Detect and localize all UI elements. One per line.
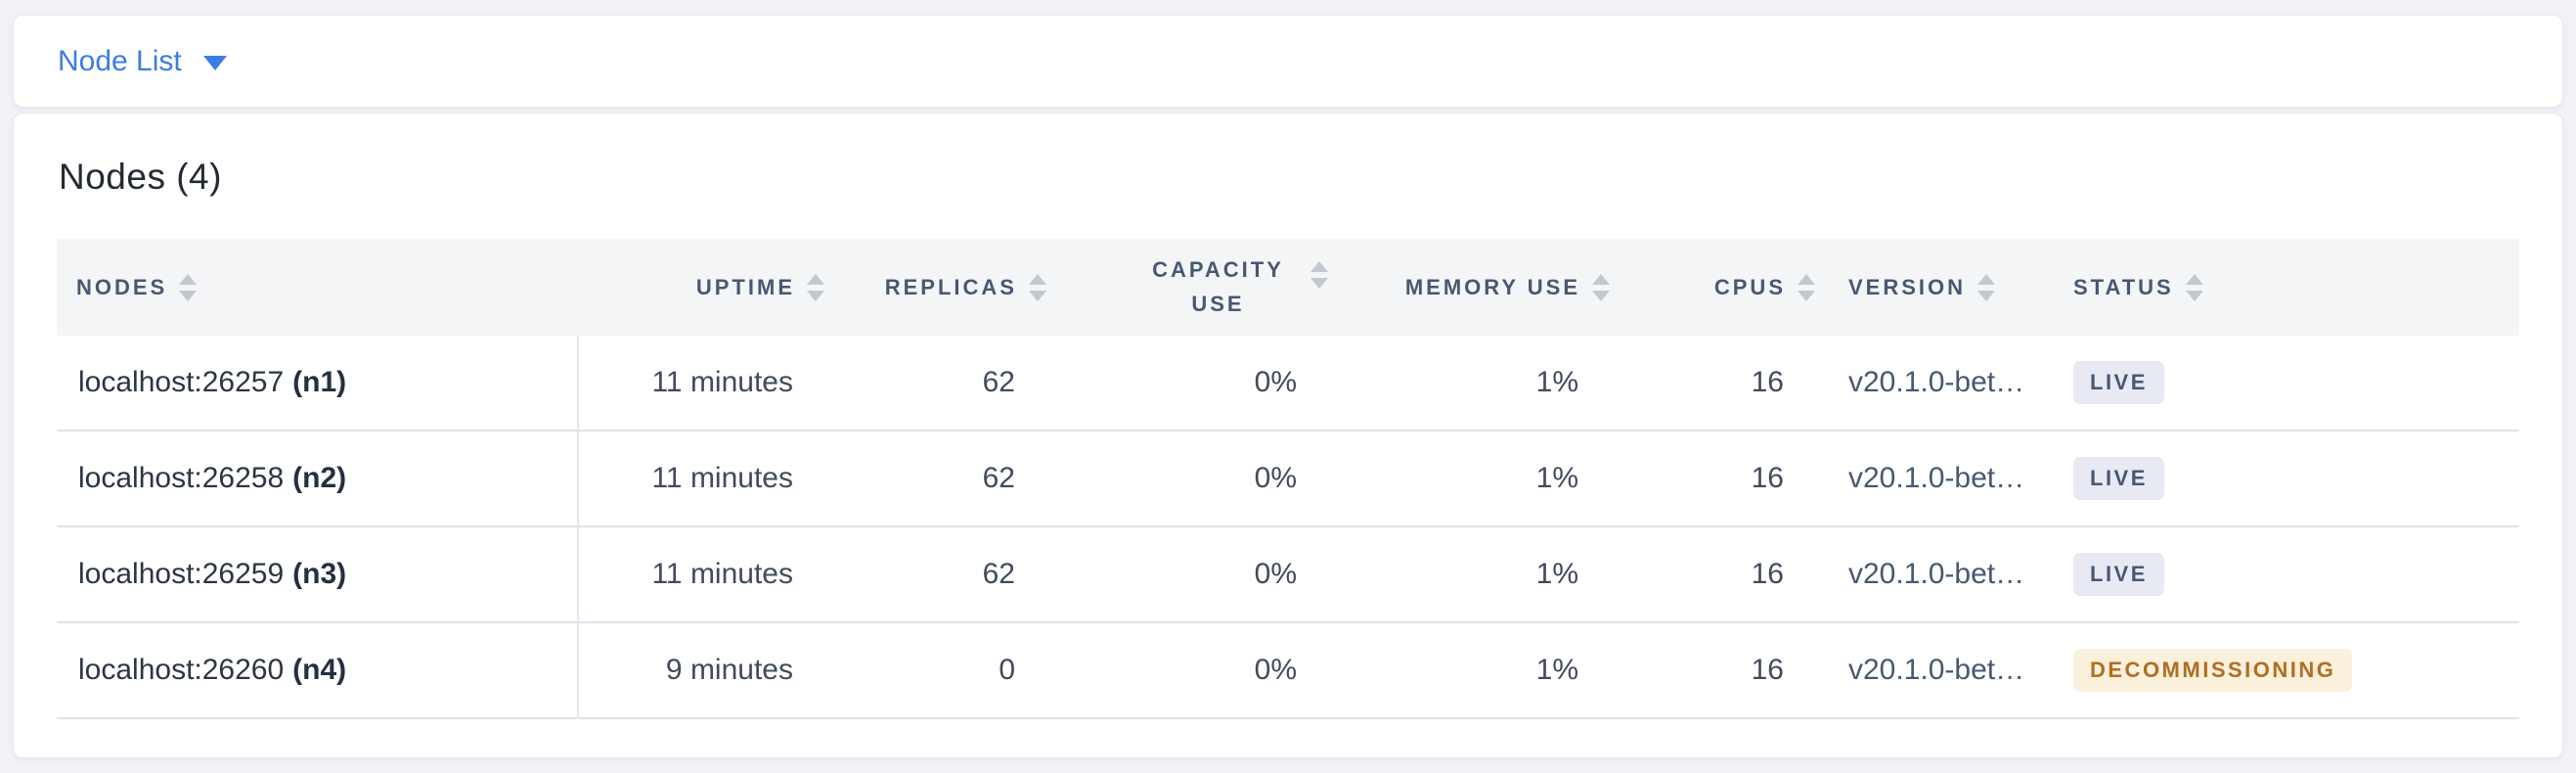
table-row[interactable]: localhost:26258 (n2) 11 minutes 62 0% 1% … bbox=[57, 432, 2519, 527]
memory-use-cell: 1% bbox=[1330, 527, 1612, 623]
node-cell: localhost:26260 (n4) bbox=[57, 623, 579, 719]
capacity-use-cell: 0% bbox=[1048, 623, 1330, 719]
node-cell: localhost:26258 (n2) bbox=[57, 432, 579, 527]
node-address: localhost:26260 bbox=[78, 654, 285, 686]
version-cell: v20.1.0-bet… bbox=[1817, 623, 2039, 719]
column-header-nodes[interactable]: NODES bbox=[57, 239, 579, 336]
status-badge: LIVE bbox=[2073, 552, 2164, 597]
column-header-label: STATUS bbox=[2073, 274, 2174, 299]
sort-icon[interactable] bbox=[1592, 273, 1610, 301]
table-row[interactable]: localhost:26257 (n1) 11 minutes 62 0% 1% … bbox=[57, 336, 2519, 432]
status-cell: LIVE bbox=[2039, 432, 2519, 527]
node-id: (n2) bbox=[292, 462, 347, 494]
column-header-label: REPLICAS bbox=[884, 274, 1017, 299]
uptime-cell: 9 minutes bbox=[579, 623, 826, 719]
nodes-card-title: Nodes (4) bbox=[59, 157, 222, 197]
cpus-cell: 16 bbox=[1612, 623, 1817, 719]
cpus-cell: 16 bbox=[1612, 432, 1817, 527]
node-id: (n1) bbox=[292, 366, 347, 398]
replicas-cell: 62 bbox=[826, 527, 1048, 623]
capacity-use-cell: 0% bbox=[1048, 336, 1330, 432]
status-cell: LIVE bbox=[2039, 527, 2519, 623]
nodes-card: Nodes (4) NODES UPTIME REPLICAS bbox=[13, 113, 2563, 758]
capacity-use-cell: 0% bbox=[1048, 527, 1330, 623]
table-row[interactable]: localhost:26259 (n3) 11 minutes 62 0% 1% … bbox=[57, 527, 2519, 623]
version-cell: v20.1.0-bet… bbox=[1817, 527, 2039, 623]
memory-use-cell: 1% bbox=[1330, 623, 1612, 719]
node-list-dropdown[interactable]: Node List bbox=[58, 45, 227, 78]
node-list-dropdown-label: Node List bbox=[58, 44, 182, 77]
table-row[interactable]: localhost:26260 (n4) 9 minutes 0 0% 1% 16… bbox=[57, 623, 2519, 719]
sort-icon[interactable] bbox=[2185, 273, 2203, 301]
node-cell: localhost:26259 (n3) bbox=[57, 527, 579, 623]
column-header-version[interactable]: VERSION bbox=[1817, 239, 2039, 336]
uptime-cell: 11 minutes bbox=[579, 527, 826, 623]
table-header-row: NODES UPTIME REPLICAS CAPACITY USE MEMOR… bbox=[57, 239, 2519, 336]
capacity-use-cell: 0% bbox=[1048, 432, 1330, 527]
node-cell: localhost:26257 (n1) bbox=[57, 336, 579, 432]
status-cell: DECOMMISSIONING bbox=[2039, 623, 2519, 719]
replicas-cell: 62 bbox=[826, 432, 1048, 527]
column-header-memory-use[interactable]: MEMORY USE bbox=[1330, 239, 1612, 336]
sort-icon[interactable] bbox=[1977, 273, 1996, 301]
column-header-label: VERSION bbox=[1848, 274, 1967, 299]
status-badge: DECOMMISSIONING bbox=[2073, 648, 2353, 693]
column-header-capacity-use[interactable]: CAPACITY USE bbox=[1048, 239, 1330, 336]
replicas-cell: 62 bbox=[826, 336, 1048, 432]
node-id: (n4) bbox=[292, 654, 347, 686]
column-header-label: CPUS bbox=[1713, 274, 1786, 299]
node-address: localhost:26257 bbox=[78, 366, 285, 398]
version-cell: v20.1.0-bet… bbox=[1817, 336, 2039, 432]
sort-icon[interactable] bbox=[1310, 261, 1328, 290]
column-header-label: NODES bbox=[76, 274, 168, 299]
cpus-cell: 16 bbox=[1612, 336, 1817, 432]
column-header-label: UPTIME bbox=[695, 274, 795, 299]
node-address: localhost:26258 bbox=[78, 462, 285, 494]
sort-icon[interactable] bbox=[807, 273, 824, 301]
column-header-status[interactable]: STATUS bbox=[2039, 239, 2519, 336]
column-header-uptime[interactable]: UPTIME bbox=[579, 239, 826, 336]
status-badge: LIVE bbox=[2073, 360, 2164, 405]
memory-use-cell: 1% bbox=[1330, 432, 1612, 527]
uptime-cell: 11 minutes bbox=[579, 432, 826, 527]
sort-icon[interactable] bbox=[1029, 273, 1046, 301]
status-badge: LIVE bbox=[2073, 456, 2164, 501]
sort-icon[interactable] bbox=[1798, 273, 1815, 301]
status-cell: LIVE bbox=[2039, 336, 2519, 432]
chevron-down-icon bbox=[202, 55, 227, 70]
table-body: localhost:26257 (n1) 11 minutes 62 0% 1% … bbox=[57, 336, 2519, 719]
column-header-replicas[interactable]: REPLICAS bbox=[826, 239, 1048, 336]
column-header-label: MEMORY USE bbox=[1404, 274, 1580, 299]
column-header-cpus[interactable]: CPUS bbox=[1612, 239, 1817, 336]
sort-icon[interactable] bbox=[179, 273, 198, 301]
view-selector-bar: Node List bbox=[13, 15, 2563, 108]
nodes-table: NODES UPTIME REPLICAS CAPACITY USE MEMOR… bbox=[57, 239, 2519, 719]
cpus-cell: 16 bbox=[1612, 527, 1817, 623]
node-id: (n3) bbox=[292, 558, 347, 590]
version-cell: v20.1.0-bet… bbox=[1817, 432, 2039, 527]
column-header-label: CAPACITY USE bbox=[1152, 257, 1284, 316]
replicas-cell: 0 bbox=[826, 623, 1048, 719]
memory-use-cell: 1% bbox=[1330, 336, 1612, 432]
uptime-cell: 11 minutes bbox=[579, 336, 826, 432]
node-address: localhost:26259 bbox=[78, 558, 285, 590]
